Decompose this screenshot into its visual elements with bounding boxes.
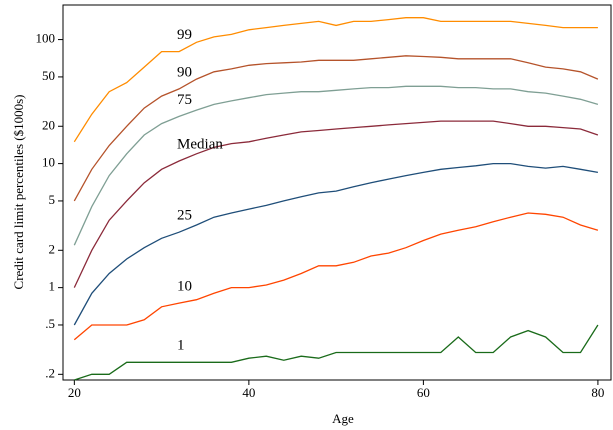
series-label: 25 <box>177 208 192 224</box>
y-tick-label: .2 <box>45 365 55 380</box>
x-tick-label: 40 <box>242 385 255 400</box>
series-label: 90 <box>177 64 192 80</box>
y-axis-title: Credit card limit percentiles ($1000s) <box>11 95 26 290</box>
series-label: Median <box>177 136 223 152</box>
series-line <box>74 324 599 381</box>
x-tick-label: 80 <box>591 385 604 400</box>
series-label: 10 <box>177 279 192 295</box>
series-line <box>73 120 599 288</box>
series-label: 99 <box>177 27 192 43</box>
x-tick-label: 60 <box>417 385 430 400</box>
series-line <box>73 85 599 246</box>
plot-frame <box>62 4 612 381</box>
x-axis-title: Age <box>332 411 354 426</box>
series-label: 1 <box>177 338 185 354</box>
series-label: 75 <box>177 92 192 108</box>
y-tick-label: 10 <box>42 155 55 170</box>
y-tick-label: 50 <box>42 68 55 83</box>
series-line <box>73 162 599 326</box>
series-line <box>73 55 599 202</box>
x-tick-label: 20 <box>68 385 81 400</box>
series-line <box>73 212 599 341</box>
y-tick-label: 5 <box>49 192 56 207</box>
y-tick-label: 20 <box>42 117 55 132</box>
y-tick-label: .5 <box>45 316 55 331</box>
series-line <box>73 17 598 143</box>
y-tick-label: 1 <box>49 279 56 294</box>
y-tick-label: 100 <box>36 31 56 46</box>
y-tick-label: 2 <box>49 241 56 256</box>
